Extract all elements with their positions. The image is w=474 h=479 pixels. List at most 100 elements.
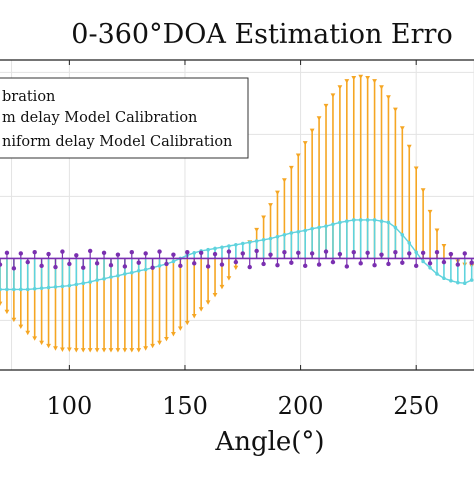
point-s1-20 (136, 348, 142, 353)
point-s3-21 (143, 251, 148, 256)
point-s1-17 (115, 348, 121, 353)
point-s3-8 (53, 264, 58, 270)
point-s1-39 (268, 203, 273, 208)
point-s1-43 (295, 153, 301, 158)
point-s1-0 (0, 301, 3, 307)
point-s1-3 (18, 324, 24, 329)
point-s3-16 (108, 263, 114, 268)
point-s1-54 (372, 79, 377, 84)
point-s3-3 (18, 251, 24, 256)
point-s1-6 (39, 340, 45, 346)
point-s3-1 (4, 250, 10, 256)
point-s1-24 (164, 337, 169, 342)
point-s1-19 (129, 348, 135, 353)
point-s3-58 (400, 260, 405, 265)
x-tick-label-1: 150 (162, 392, 208, 420)
point-s3-57 (393, 250, 398, 255)
point-s3-9 (60, 249, 65, 254)
point-s3-66 (455, 262, 461, 267)
point-s3-22 (150, 265, 155, 270)
point-s3-61 (420, 250, 426, 256)
point-s3-28 (192, 261, 197, 266)
plot-axes (0, 59, 474, 371)
point-s3-13 (87, 248, 93, 254)
point-s3-25 (171, 252, 176, 257)
point-s3-41 (282, 250, 287, 255)
point-s3-23 (157, 249, 162, 254)
point-s3-20 (136, 260, 141, 265)
point-s3-49 (337, 251, 343, 257)
point-s3-12 (81, 265, 86, 270)
point-s1-49 (337, 85, 343, 90)
legend: bration m delay Model Calibration niform… (0, 77, 249, 159)
point-s1-52 (358, 74, 364, 80)
point-s1-16 (108, 348, 114, 353)
point-s3-11 (74, 253, 79, 258)
chart-title: 0-360°DOA Estimation Erro (71, 19, 452, 50)
point-s1-44 (302, 141, 308, 146)
point-s3-50 (344, 264, 350, 269)
point-s1-37 (254, 227, 260, 233)
point-s3-17 (115, 252, 121, 257)
point-s3-5 (32, 250, 37, 255)
point-s3-18 (122, 264, 128, 269)
point-s1-56 (386, 95, 391, 100)
point-s1-58 (399, 126, 405, 131)
point-s1-12 (80, 348, 86, 353)
point-s3-56 (386, 261, 391, 267)
point-s1-40 (275, 190, 280, 196)
point-s3-51 (351, 250, 356, 255)
point-s3-26 (178, 263, 183, 269)
point-s1-1 (4, 309, 10, 315)
point-s1-46 (316, 116, 322, 121)
point-s1-41 (282, 178, 287, 183)
point-s3-68 (469, 260, 474, 265)
point-s3-62 (427, 261, 433, 266)
point-s1-34 (233, 265, 239, 271)
point-s1-33 (226, 276, 232, 281)
x-tick-label-0: 100 (46, 392, 92, 420)
point-s1-63 (434, 228, 440, 233)
point-s3-67 (462, 251, 467, 256)
point-s1-18 (122, 348, 128, 353)
point-s3-64 (441, 259, 447, 265)
point-s1-51 (351, 75, 357, 81)
point-s1-14 (94, 348, 100, 353)
point-s3-43 (296, 250, 301, 256)
point-s1-42 (288, 165, 294, 171)
point-s3-35 (240, 251, 245, 256)
point-s1-28 (191, 314, 197, 319)
point-s1-38 (261, 215, 266, 220)
point-s1-7 (46, 343, 51, 349)
point-s3-24 (164, 261, 169, 267)
point-s1-60 (413, 166, 419, 171)
point-s1-59 (406, 144, 412, 150)
plot-series (0, 74, 474, 353)
point-s1-15 (101, 348, 107, 353)
point-s1-64 (441, 244, 447, 249)
point-s1-62 (427, 209, 433, 215)
point-s3-29 (198, 250, 204, 256)
point-s3-60 (413, 263, 419, 269)
point-s3-0 (0, 262, 3, 267)
point-s1-2 (11, 317, 17, 323)
point-s1-32 (219, 284, 225, 290)
point-s1-53 (365, 75, 371, 81)
x-tick-labels: 100 150 200 250 (46, 60, 439, 420)
point-s3-7 (46, 251, 51, 257)
point-s3-40 (275, 263, 280, 268)
point-s1-10 (66, 347, 72, 352)
point-s3-39 (268, 252, 273, 257)
legend-label-1: bration (2, 89, 55, 105)
point-s1-50 (344, 79, 350, 84)
legend-label-2: m delay Model Calibration (2, 110, 197, 126)
point-s3-42 (289, 260, 294, 265)
point-s3-55 (379, 252, 384, 257)
point-s3-10 (67, 261, 72, 267)
point-s3-4 (25, 259, 30, 265)
series-2-line (0, 219, 472, 291)
point-s1-55 (379, 85, 384, 90)
point-s1-31 (212, 292, 218, 298)
point-s1-4 (25, 330, 31, 336)
point-s3-6 (39, 263, 44, 269)
